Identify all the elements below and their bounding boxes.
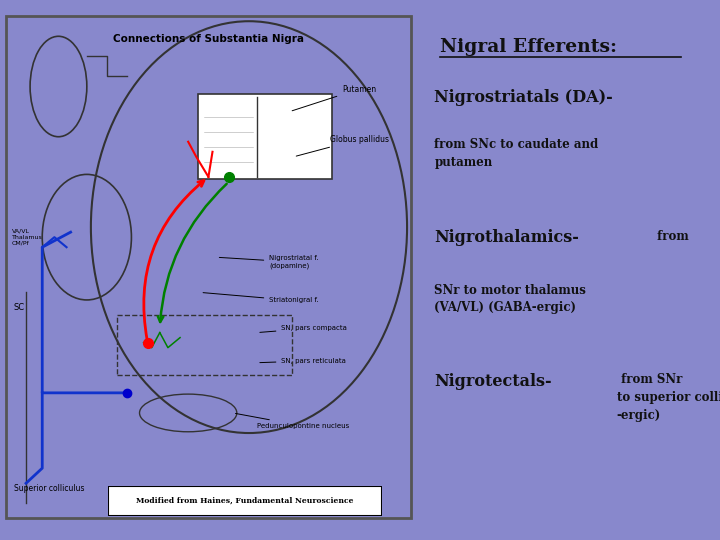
Text: from SNc to caudate and
putamen: from SNc to caudate and putamen [434, 138, 598, 168]
Text: from: from [653, 230, 689, 242]
Text: Pedunculopontine nucleus: Pedunculopontine nucleus [235, 414, 349, 429]
Text: from SNr
to superior colliculus (GABA
-ergic): from SNr to superior colliculus (GABA -e… [617, 373, 720, 422]
Text: SN, pars reticulata: SN, pars reticulata [260, 357, 346, 364]
Text: Modified from Haines, Fundamental Neuroscience: Modified from Haines, Fundamental Neuros… [136, 497, 354, 505]
Text: Nigrostriatal f.
(dopamine): Nigrostriatal f. (dopamine) [220, 255, 319, 269]
Text: SNr to motor thalamus
(VA/VL) (GABA-ergic): SNr to motor thalamus (VA/VL) (GABA-ergi… [434, 284, 586, 314]
Text: Striatonigral f.: Striatonigral f. [203, 293, 319, 303]
FancyBboxPatch shape [198, 94, 332, 179]
Text: Connections of Substantia Nigra: Connections of Substantia Nigra [113, 34, 304, 44]
FancyBboxPatch shape [108, 486, 382, 516]
Text: Superior colliculus: Superior colliculus [14, 484, 84, 494]
Text: SN, pars compacta: SN, pars compacta [260, 325, 347, 332]
Text: Nigrostriatals (DA)-: Nigrostriatals (DA)- [434, 89, 613, 106]
Text: Nigral Efferents:: Nigral Efferents: [441, 38, 618, 56]
Text: SC: SC [14, 303, 25, 312]
Text: VA/VL
Thalamus
CM/Pf: VA/VL Thalamus CM/Pf [12, 229, 42, 246]
Text: Globus pallidus: Globus pallidus [296, 135, 389, 156]
Text: Putamen: Putamen [292, 85, 377, 111]
Text: Nigrotectals-: Nigrotectals- [434, 373, 552, 389]
Text: Nigrothalamics-: Nigrothalamics- [434, 230, 580, 246]
